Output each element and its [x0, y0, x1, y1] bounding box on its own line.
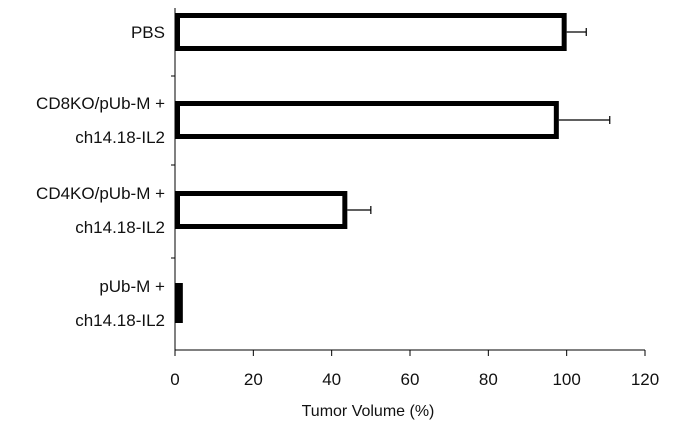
x-tick-label: 60: [401, 370, 420, 389]
bar: [175, 101, 559, 139]
chart-axes: [171, 8, 646, 356]
category-label: ch14.18-IL2: [75, 128, 165, 147]
x-tick-labels: 0 20 40 60 80 100 120: [170, 370, 659, 389]
x-axis-label: Tumor Volume (%): [302, 403, 435, 420]
bar: [175, 13, 567, 51]
category-label: CD4KO/pUb-M +: [36, 184, 165, 203]
x-tick-label: 100: [552, 370, 580, 389]
category-label: pUb-M +: [99, 277, 165, 296]
bar: [175, 191, 348, 229]
x-tick-label: 0: [170, 370, 179, 389]
category-label: PBS: [131, 23, 165, 42]
chart-bars: [175, 13, 567, 323]
x-tick-label: 20: [244, 370, 263, 389]
category-label: ch14.18-IL2: [75, 218, 165, 237]
category-label: CD8KO/pUb-M +: [36, 94, 165, 113]
chart-error-bars: [347, 28, 611, 214]
category-label: ch14.18-IL2: [75, 311, 165, 330]
bar: [175, 283, 183, 323]
x-tick-label: 80: [479, 370, 498, 389]
x-tick-label: 40: [322, 370, 341, 389]
category-labels: PBS CD8KO/pUb-M + ch14.18-IL2 CD4KO/pUb-M +…: [36, 23, 165, 330]
x-tick-label: 120: [631, 370, 659, 389]
